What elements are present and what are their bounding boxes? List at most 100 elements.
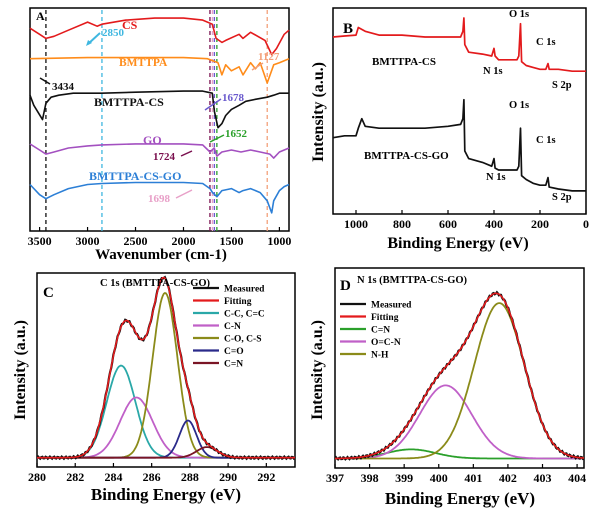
d-component-o-c-n bbox=[335, 384, 584, 460]
d-xtick-label-398: 398 bbox=[361, 471, 379, 485]
c-legend-label-c-c-c-c: C-C, C=C bbox=[224, 310, 265, 320]
b-xtick-label-0: 0 bbox=[583, 217, 589, 231]
c-xtick-label-290: 290 bbox=[219, 470, 237, 484]
panel-d-series bbox=[334, 290, 585, 461]
panel-a-ftir: 3500 3000 2500 2000 1500 1000 A CS 2850 BMTTP… bbox=[28, 7, 291, 263]
c-legend-label-c-o: C=O bbox=[224, 347, 244, 357]
panel-c-ticks: 280 282 284 286 288 290 292 bbox=[28, 463, 275, 484]
a-arrow-1724 bbox=[180, 150, 193, 157]
b-xtick-label-600: 600 bbox=[439, 217, 457, 231]
d-xtick-label-401: 401 bbox=[464, 471, 482, 485]
a-label-1724: 1724 bbox=[153, 151, 176, 163]
d-x-axis-title: Binding Energy (eV) bbox=[385, 489, 535, 508]
a-label-3434: 3434 bbox=[52, 81, 75, 93]
c-xtick-label-286: 286 bbox=[143, 470, 161, 484]
b-xtick-label-1000: 1000 bbox=[344, 217, 368, 231]
a-label-bmttpa-cs: BMTTPA-CS bbox=[94, 95, 164, 109]
c-component-c-o bbox=[37, 419, 295, 459]
b-y-axis-title: Intensity (a.u.) bbox=[310, 62, 327, 162]
panel-b-ticks: 1000 800 600 400 200 0 bbox=[344, 210, 589, 231]
c-y-axis-title: Intensity (a.u.) bbox=[12, 320, 29, 420]
b-label-bmttpa-cs: BMTTPA-CS bbox=[372, 56, 436, 68]
b-label-c1s-top: C 1s bbox=[536, 37, 556, 48]
c-measured-curve bbox=[36, 275, 296, 461]
b-series-bmttpa-cs-go bbox=[332, 98, 586, 192]
d-legend-label-n-h: N-H bbox=[371, 351, 389, 361]
a-xtick-label-1500: 1500 bbox=[219, 234, 243, 248]
a-label-bmttpa-cs-go: BMTTPA-CS-GO bbox=[89, 169, 181, 183]
b-xtick-label-200: 200 bbox=[531, 217, 549, 231]
d-legend-label-c-n: C=N bbox=[371, 326, 390, 336]
a-label-go: GO bbox=[143, 133, 162, 147]
panel-a-frame bbox=[29, 7, 290, 232]
c-xtick-label-288: 288 bbox=[181, 470, 199, 484]
a-series-bmttpa-cs-go bbox=[29, 181, 290, 214]
a-xtick-label-2000: 2000 bbox=[171, 234, 195, 248]
a-label-1678: 1678 bbox=[222, 92, 245, 104]
c-xtick-label-282: 282 bbox=[66, 470, 84, 484]
a-series-cs bbox=[29, 17, 290, 56]
a-xtick-label-1000: 1000 bbox=[267, 234, 291, 248]
c-legend-label-c-n: C-N bbox=[224, 322, 241, 332]
c-xtick-label-280: 280 bbox=[28, 470, 46, 484]
panel-d-frame bbox=[334, 267, 585, 469]
d-xtick-label-404: 404 bbox=[568, 471, 586, 485]
c-x-axis-title: Binding Energy (eV) bbox=[91, 485, 241, 504]
a-label-bmttpa: BMTTPA bbox=[119, 57, 168, 69]
a-series-bmttpa bbox=[29, 56, 290, 84]
b-label-bmttpa-cs-go: BMTTPA-CS-GO bbox=[364, 150, 449, 162]
a-series-go bbox=[29, 143, 290, 159]
c-legend-label-c-n: C=N bbox=[224, 360, 243, 370]
panel-c-legend: Measured Fitting C-C, C=C C-N C-O, C-S C=O C=N bbox=[193, 285, 265, 370]
a-label-2850: 2850 bbox=[102, 27, 125, 39]
c-component-c-c-c-c bbox=[37, 364, 295, 459]
a-arrowhead-2850 bbox=[86, 40, 92, 46]
c-legend-label-measured: Measured bbox=[224, 285, 265, 295]
panel-d-ticks: 397 398 399 400 401 402 403 404 bbox=[326, 464, 586, 485]
panel-b-frame bbox=[332, 7, 587, 215]
panel-c-series bbox=[36, 275, 296, 461]
d-legend-label-measured: Measured bbox=[371, 301, 412, 311]
panel-d-letter: D bbox=[340, 278, 351, 294]
c-legend-label-fitting: Fitting bbox=[224, 297, 252, 307]
panel-c-frame bbox=[36, 272, 296, 468]
b-label-s2p-bottom: S 2p bbox=[552, 192, 572, 203]
b-label-s2p-top: S 2p bbox=[552, 80, 572, 91]
panel-c-c1s: 280 282 284 286 288 290 292 Measured Fitting C-C… bbox=[12, 272, 296, 504]
panel-d-n1s: 397 398 399 400 401 402 403 404 Measured Fitting… bbox=[309, 267, 586, 508]
a-xtick-label-3000: 3000 bbox=[76, 234, 100, 248]
panel-b-xps-survey: 1000 800 600 400 200 0 B O 1s N 1s C 1s S 2p … bbox=[310, 7, 589, 252]
panel-d-title: N 1s (BMTTPA-CS-GO) bbox=[357, 275, 468, 286]
c-component-c-n bbox=[37, 396, 295, 459]
d-xtick-label-400: 400 bbox=[430, 471, 448, 485]
d-xtick-label-399: 399 bbox=[395, 471, 413, 485]
a-arrow-1127 bbox=[251, 62, 264, 71]
a-label-1698: 1698 bbox=[148, 193, 171, 205]
b-label-c1s-bottom: C 1s bbox=[536, 135, 556, 146]
a-xtick-label-2500: 2500 bbox=[124, 234, 148, 248]
panel-b-letter: B bbox=[343, 21, 353, 37]
c-xtick-label-284: 284 bbox=[104, 470, 122, 484]
d-legend-label-fitting: Fitting bbox=[371, 313, 399, 323]
b-xtick-label-400: 400 bbox=[485, 217, 503, 231]
panel-a-letter: A bbox=[36, 9, 45, 23]
c-xtick-label-292: 292 bbox=[257, 470, 275, 484]
a-arrow-1678 bbox=[204, 98, 222, 111]
b-label-o1s-bottom: O 1s bbox=[509, 100, 529, 111]
a-label-1127: 1127 bbox=[258, 51, 280, 63]
b-label-o1s-top: O 1s bbox=[509, 9, 529, 20]
c-legend-label-c-o-c-s: C-O, C-S bbox=[224, 335, 261, 345]
d-xtick-label-402: 402 bbox=[499, 471, 517, 485]
a-xtick-label-3500: 3500 bbox=[28, 234, 52, 248]
b-series-bmttpa-cs bbox=[332, 17, 586, 73]
a-arrow-1698 bbox=[175, 189, 193, 199]
panel-c-letter: C bbox=[43, 285, 54, 301]
d-y-axis-title: Intensity (a.u.) bbox=[309, 320, 326, 420]
d-xtick-label-397: 397 bbox=[326, 471, 344, 485]
b-x-axis-title: Binding Energy (eV) bbox=[387, 235, 528, 252]
d-legend-label-o-c-n: O=C-N bbox=[371, 338, 401, 348]
a-label-1652: 1652 bbox=[225, 128, 248, 140]
panel-c-title: C 1s (BMTTPA-CS-GO) bbox=[100, 278, 211, 289]
a-x-axis-title: Wavenumber (cm-1) bbox=[95, 247, 227, 263]
